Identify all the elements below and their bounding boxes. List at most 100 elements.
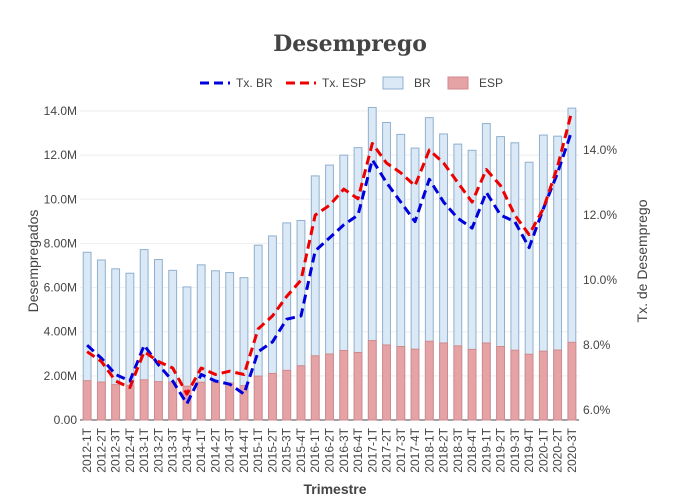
x-tick-label: 2014-1T bbox=[194, 427, 208, 472]
x-tick-label: 2012-2T bbox=[94, 427, 108, 472]
bar-esp bbox=[424, 340, 434, 421]
x-tick-label: 2017-2T bbox=[380, 427, 394, 472]
x-tick-label: 2013-4T bbox=[180, 427, 194, 472]
bar-esp bbox=[453, 345, 463, 421]
bar-esp bbox=[310, 355, 320, 421]
bar-esp bbox=[125, 384, 135, 421]
y-tick-label: 8.00M bbox=[44, 236, 77, 250]
legend-bar-swatch bbox=[447, 76, 469, 90]
legend-label: Tx. ESP bbox=[322, 76, 366, 90]
legend-item[interactable]: Tx. BR bbox=[200, 76, 273, 90]
legend-label: Tx. BR bbox=[236, 76, 273, 90]
x-tick-label: 2014-4T bbox=[237, 427, 251, 472]
x-tick-label: 2019-3T bbox=[508, 427, 522, 472]
x-tick-label: 2018-1T bbox=[422, 427, 436, 472]
x-tick-label: 2016-3T bbox=[337, 427, 351, 472]
y2-axis-title: Tx. de Desemprego bbox=[634, 199, 650, 322]
bar-esp bbox=[211, 381, 220, 421]
x-tick-label: 2019-4T bbox=[522, 427, 536, 472]
bar-esp bbox=[268, 372, 277, 421]
bar-esp bbox=[325, 353, 334, 421]
x-tick-label: 2017-1T bbox=[365, 427, 379, 472]
x-tick-label: 2017-3T bbox=[394, 427, 408, 472]
bar-esp bbox=[239, 385, 249, 421]
legend[interactable]: Tx. BR Tx. ESP BR ESP bbox=[200, 76, 503, 90]
bar-esp bbox=[296, 365, 306, 421]
x-tick-label: 2020-3T bbox=[565, 427, 579, 472]
x-tick-label: 2018-4T bbox=[465, 427, 479, 472]
bar-esp bbox=[382, 344, 391, 421]
y-axis-right: 6.0% 8.0% 10.0% 12.0% 14.0% bbox=[583, 143, 617, 417]
bar-esp bbox=[481, 342, 491, 421]
x-tick-label: 2016-4T bbox=[351, 427, 365, 472]
legend-item[interactable]: ESP bbox=[447, 76, 503, 90]
y-tick-label: 4.00M bbox=[44, 325, 77, 339]
bar-esp bbox=[139, 379, 149, 421]
x-tick-label: 2015-3T bbox=[280, 427, 294, 472]
x-tick-label: 2020-2T bbox=[551, 427, 565, 472]
x-tick-label: 2019-1T bbox=[479, 427, 493, 472]
bars bbox=[82, 106, 577, 421]
y-tick-label: 12.0M bbox=[44, 148, 77, 162]
legend-item[interactable]: BR bbox=[382, 76, 431, 90]
x-tick-label: 2012-4T bbox=[123, 427, 137, 472]
bar-esp bbox=[410, 348, 420, 421]
y-tick-label: 10.0M bbox=[44, 192, 77, 206]
y-axis-left: 0.00 2.00M 4.00M 6.00M 8.00M 10.0M 12.0M 14.0M bbox=[44, 104, 78, 427]
bar-esp bbox=[467, 348, 477, 421]
x-tick-label: 2018-2T bbox=[437, 427, 451, 472]
chart-title: Desemprego bbox=[273, 31, 427, 57]
x-tick-label: 2019-2T bbox=[494, 427, 508, 472]
y-tick-label: 0.00 bbox=[54, 413, 78, 427]
bar-esp bbox=[567, 341, 577, 421]
bar-esp bbox=[439, 342, 448, 421]
bar-esp bbox=[496, 346, 506, 421]
bar-esp bbox=[96, 381, 106, 421]
x-tick-label: 2015-4T bbox=[294, 427, 308, 472]
y2-tick-label: 14.0% bbox=[583, 143, 617, 157]
y2-tick-label: 12.0% bbox=[583, 208, 617, 222]
bar-esp bbox=[111, 384, 121, 421]
bar-esp bbox=[282, 369, 292, 421]
x-tick-label: 2020-1T bbox=[536, 427, 550, 472]
legend-label: BR bbox=[414, 76, 431, 90]
line-tx-esp bbox=[86, 110, 574, 396]
bar-esp bbox=[524, 353, 534, 421]
bar-esp bbox=[82, 380, 92, 421]
x-tick-label: 2016-2T bbox=[323, 427, 337, 472]
legend-item[interactable]: Tx. ESP bbox=[286, 76, 366, 90]
x-tick-label: 2012-3T bbox=[109, 427, 123, 472]
bar-esp bbox=[253, 375, 263, 421]
line-tx-br bbox=[86, 130, 574, 406]
bar-esp bbox=[510, 349, 520, 421]
x-tick-label: 2013-3T bbox=[166, 427, 180, 472]
y2-tick-label: 8.0% bbox=[583, 338, 611, 352]
bar-esp bbox=[553, 349, 563, 421]
y-tick-label: 2.00M bbox=[44, 369, 77, 383]
bar-esp bbox=[353, 351, 363, 421]
x-tick-label: 2013-1T bbox=[137, 427, 151, 472]
y-tick-label: 6.00M bbox=[44, 281, 77, 295]
x-axis-title: Trimestre bbox=[303, 481, 366, 497]
y-tick-label: 14.0M bbox=[44, 104, 77, 118]
x-tick-label: 2014-2T bbox=[208, 427, 222, 472]
x-tick-label: 2014-3T bbox=[223, 427, 237, 472]
bar-esp bbox=[339, 349, 349, 421]
x-tick-label: 2018-3T bbox=[451, 427, 465, 472]
bar-esp bbox=[538, 350, 548, 421]
x-tick-label: 2015-1T bbox=[251, 427, 265, 472]
legend-label: ESP bbox=[479, 76, 503, 90]
bar-esp bbox=[367, 340, 377, 421]
x-tick-label: 2016-1T bbox=[308, 427, 322, 472]
x-tick-label: 2015-2T bbox=[266, 427, 280, 472]
bar-esp bbox=[225, 382, 235, 421]
x-axis: 2012-1T 2012-2T 2012-3T 2012-4T 2013-1T 2013-… bbox=[80, 427, 579, 472]
legend-bar-swatch bbox=[382, 76, 404, 90]
y2-tick-label: 10.0% bbox=[583, 273, 617, 287]
x-tick-label: 2017-4T bbox=[408, 427, 422, 472]
x-tick-label: 2012-1T bbox=[80, 427, 94, 472]
y-axis-title: Desempregados bbox=[25, 210, 41, 313]
bar-esp bbox=[153, 381, 163, 421]
